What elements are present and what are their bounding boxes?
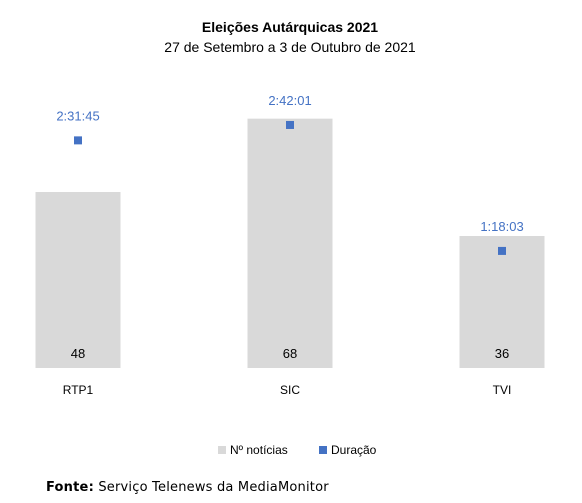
- source-label: Fonte:: [46, 480, 94, 495]
- bar-sic: [247, 118, 333, 369]
- chart-subtitle: 27 de Setembro a 3 de Outubro de 2021: [164, 39, 416, 55]
- bar-value-label-rtp1: 48: [71, 346, 85, 361]
- legend-label-bars: Nº notícias: [230, 443, 288, 457]
- legend-swatch-bars: [218, 446, 226, 454]
- category-label-rtp1: RTP1: [63, 383, 94, 397]
- duration-point-tvi: [498, 246, 506, 255]
- legend-label-duration: Duração: [331, 443, 377, 457]
- category-label-tvi: TVI: [493, 383, 512, 397]
- category-label-sic: SIC: [280, 383, 300, 397]
- bar-tvi: [459, 236, 545, 368]
- duration-label-sic: 2:42:01: [268, 93, 311, 108]
- plot-area: 48 RTP1 2:31:45 68 SIC 2:42:01 36 TVI 1:18:03: [35, 93, 545, 397]
- duration-point-sic: [286, 120, 294, 129]
- bar-value-label-sic: 68: [283, 346, 297, 361]
- bar-value-label-tvi: 36: [495, 346, 509, 361]
- duration-point-rtp1: [74, 136, 82, 145]
- source-text: Serviço Telenews da MediaMonitor: [98, 480, 329, 495]
- chart-title: Eleições Autárquicas 2021: [202, 19, 378, 35]
- duration-label-rtp1: 2:31:45: [56, 108, 99, 123]
- duration-label-tvi: 1:18:03: [480, 219, 523, 234]
- legend-swatch-duration: [319, 446, 327, 454]
- bar-rtp1: [35, 192, 121, 368]
- legend: Nº notícias Duração: [218, 443, 377, 457]
- source-note: Fonte: Serviço Telenews da MediaMonitor: [46, 480, 329, 495]
